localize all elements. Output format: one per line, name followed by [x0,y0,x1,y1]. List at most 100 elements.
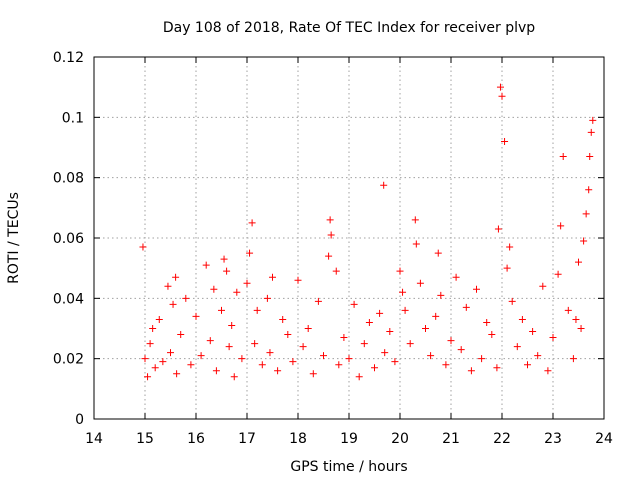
data-point [399,288,407,296]
data-point [478,355,486,363]
axis-ticks [93,56,605,420]
data-point [139,243,147,251]
data-point [534,352,542,360]
data-point [325,252,333,260]
data-point [258,361,266,369]
chart-title: Day 108 of 2018, Rate Of TEC Index for r… [163,20,535,36]
data-point [248,219,256,227]
data-point [503,264,511,272]
data-point [309,370,317,378]
x-tick-label: 24 [595,431,613,447]
data-point [587,128,595,136]
data-point [332,267,340,275]
data-point [559,153,567,161]
x-tick-label: 17 [238,431,256,447]
data-point [218,306,225,314]
data-point [355,373,363,381]
y-tick-label: 0.04 [53,291,84,307]
data-point [564,306,572,314]
data-point [345,355,353,363]
data-point [326,216,334,224]
data-point [197,352,205,360]
data-point [253,306,261,314]
data-point [529,328,537,336]
data-point [294,276,302,284]
y-tick-label: 0.02 [53,352,84,368]
data-point [233,288,241,296]
data-point [279,315,287,323]
data-point [467,367,475,375]
data-point [365,318,373,326]
data-point [212,367,220,375]
data-point [380,181,388,189]
data-point [569,355,577,363]
data-point [396,267,404,275]
data-point [220,255,228,263]
data-point [386,328,394,336]
data-point [192,312,200,320]
data-point [549,334,557,342]
data-point [284,331,292,339]
data-point [493,364,501,372]
data-point [544,367,552,375]
data-point [411,216,419,224]
data-point [575,258,582,266]
data-point [251,340,259,348]
data-point [401,306,409,314]
data-point [202,261,210,269]
data-point [246,249,254,257]
x-tick-label: 15 [136,431,154,447]
data-point [586,153,594,161]
data-point [167,349,174,357]
y-tick-label: 0 [75,412,84,428]
data-point [494,225,502,233]
data-point [243,279,251,287]
x-tick-label: 18 [289,431,307,447]
data-point [263,294,271,302]
data-point [335,361,343,369]
data-point [452,273,460,281]
data-point [518,315,526,323]
data-point [173,370,181,378]
data-point [508,297,516,305]
data-point [376,309,384,317]
data-point [427,352,435,360]
data-point [557,222,565,230]
data-point [462,303,470,311]
x-tick-label: 16 [187,431,205,447]
data-point [149,325,157,332]
data-point [580,237,588,245]
data-point [524,361,531,369]
data-point [141,355,149,363]
plot-area-border [93,56,605,420]
data-points [139,83,597,381]
data-point [144,373,152,381]
data-point [371,364,378,372]
data-point [238,355,246,363]
data-point [513,343,521,351]
data-point [360,340,368,348]
data-point [327,231,335,239]
data-point [299,343,307,351]
data-point [350,300,358,308]
data-point [589,116,597,124]
data-point [146,340,154,348]
data-point [228,321,236,329]
data-point [223,267,231,275]
y-axis-label: ROTI / TECUs [6,192,22,284]
data-point [496,83,504,91]
data-point [432,312,440,320]
data-point [501,137,509,145]
data-point [381,349,389,357]
data-point [447,337,455,345]
data-point [230,373,238,381]
data-point [210,285,218,293]
data-point [488,331,496,339]
data-point [320,352,327,360]
data-point [304,325,312,332]
data-point [498,92,506,100]
data-point [437,291,445,299]
data-point [406,340,414,348]
